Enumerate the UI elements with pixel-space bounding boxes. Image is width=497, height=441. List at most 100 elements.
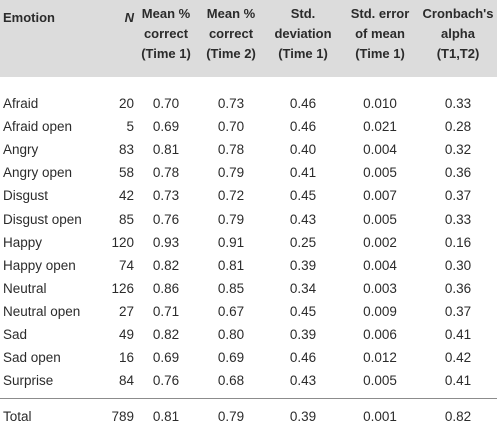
std-err-cell: 0.007	[363, 188, 397, 204]
table-row: Neutral open 27 0.71 0.67 0.45 0.009 0.37	[0, 300, 497, 323]
alpha-cell: 0.36	[444, 280, 472, 296]
std-err-cell: 0.005	[363, 211, 397, 227]
std-dev-cell: 0.25	[289, 234, 317, 250]
total-alpha-cell: 0.82	[444, 409, 472, 424]
emotion-cell: Disgust open	[3, 211, 82, 227]
emotion-cell: Neutral	[3, 280, 47, 296]
alpha-cell: 0.37	[444, 188, 472, 204]
alpha-cell: 0.41	[444, 373, 472, 389]
emotion-cell: Happy	[3, 234, 43, 250]
std-dev-cell: 0.43	[289, 211, 317, 227]
std-err-cell: 0.002	[363, 234, 397, 250]
header-mean-t1: Mean % correct (Time 1)	[133, 4, 199, 64]
header-n: N	[88, 8, 134, 28]
mean-t1-cell: 0.71	[152, 303, 180, 319]
n-cell: 42	[118, 188, 134, 204]
std-err-cell: 0.021	[363, 119, 397, 135]
table-row: Happy 120 0.93 0.91 0.25 0.002 0.16	[0, 231, 497, 254]
mean-t2-cell: 0.67	[217, 303, 245, 319]
mean-t1-cell: 0.78	[152, 165, 180, 181]
total-mean-t1-cell: 0.81	[152, 409, 180, 424]
std-err-cell: 0.005	[363, 373, 397, 389]
table-row: Surprise 84 0.76 0.68 0.43 0.005 0.41	[0, 369, 497, 392]
std-err-cell: 0.010	[363, 96, 397, 111]
header-alpha-line2: alpha	[441, 26, 475, 41]
std-err-cell: 0.006	[363, 327, 397, 342]
std-dev-cell: 0.40	[289, 142, 317, 158]
header-std-dev: Std. deviation (Time 1)	[265, 4, 341, 64]
header-std-err-line1: Std. error	[350, 6, 410, 21]
mean-t1-cell: 0.70	[152, 96, 180, 111]
mean-t1-cell: 0.82	[152, 257, 180, 273]
n-cell: 58	[118, 165, 134, 181]
header-mean-t2: Mean % correct (Time 2)	[198, 4, 264, 64]
std-err-cell: 0.003	[363, 280, 397, 296]
header-std-dev-line3: (Time 1)	[278, 46, 328, 61]
n-cell: 126	[111, 280, 134, 296]
header-mean-t1-line1: Mean %	[141, 6, 191, 21]
total-mean-t2-cell: 0.79	[217, 409, 245, 424]
header-mean-t2-line3: (Time 2)	[206, 46, 256, 61]
emotion-cell: Surprise	[3, 373, 54, 389]
header-alpha: Cronbach's alpha (T1,T2)	[418, 4, 497, 64]
total-divider	[0, 398, 497, 399]
total-std-dev-cell: 0.39	[289, 409, 317, 424]
header-emotion-text: Emotion	[3, 10, 55, 25]
n-cell: 74	[118, 257, 134, 273]
emotion-cell: Happy open	[3, 257, 76, 273]
alpha-cell: 0.33	[444, 211, 472, 227]
mean-t2-cell: 0.81	[217, 257, 245, 273]
n-cell: 49	[118, 327, 134, 342]
header-n-text: N	[124, 10, 134, 25]
emotion-cell: Angry	[3, 142, 39, 158]
emotion-cell: Sad	[3, 327, 28, 342]
n-cell: 83	[118, 142, 134, 158]
header-std-err: Std. error of mean (Time 1)	[340, 4, 420, 64]
n-cell: 5	[126, 119, 134, 135]
std-dev-cell: 0.39	[289, 327, 317, 342]
alpha-cell: 0.37	[444, 303, 472, 319]
header-std-dev-line1: Std.	[290, 6, 316, 21]
std-dev-cell: 0.46	[289, 96, 317, 111]
mean-t1-cell: 0.73	[152, 188, 180, 204]
emotion-cell: Angry open	[3, 165, 73, 181]
std-err-cell: 0.005	[363, 165, 397, 181]
mean-t2-cell: 0.79	[217, 165, 245, 181]
emotion-cell: Sad open	[3, 350, 61, 366]
std-err-cell: 0.004	[363, 142, 397, 158]
emotion-cell: Neutral open	[3, 303, 81, 319]
table-row: Sad 49 0.82 0.80 0.39 0.006 0.41	[0, 323, 497, 346]
mean-t1-cell: 0.93	[152, 234, 180, 250]
table-row: Sad open 16 0.69 0.69 0.46 0.012 0.42	[0, 346, 497, 369]
mean-t1-cell: 0.76	[152, 373, 180, 389]
header-mean-t2-line1: Mean %	[206, 6, 256, 21]
emotion-cell: Afraid	[3, 96, 39, 111]
mean-t1-cell: 0.81	[152, 142, 180, 158]
header-alpha-line1: Cronbach's	[422, 6, 494, 21]
mean-t1-cell: 0.86	[152, 280, 180, 296]
table-row: Angry 83 0.81 0.78 0.40 0.004 0.32	[0, 138, 497, 161]
emotion-cell: Afraid open	[3, 119, 73, 135]
mean-t1-cell: 0.69	[152, 350, 180, 366]
table-row: Neutral 126 0.86 0.85 0.34 0.003 0.36	[0, 277, 497, 300]
header-std-err-line2: of mean	[355, 26, 405, 41]
header-mean-t1-line3: (Time 1)	[141, 46, 191, 61]
alpha-cell: 0.28	[444, 119, 472, 135]
n-cell: 27	[118, 303, 134, 319]
mean-t2-cell: 0.85	[217, 280, 245, 296]
table-row: Angry open 58 0.78 0.79 0.41 0.005 0.36	[0, 161, 497, 184]
alpha-cell: 0.41	[444, 327, 472, 342]
header-mean-t2-line2: correct	[208, 26, 254, 41]
std-dev-cell: 0.39	[289, 257, 317, 273]
mean-t2-cell: 0.79	[217, 211, 245, 227]
alpha-cell: 0.16	[444, 234, 472, 250]
n-cell: 85	[118, 211, 134, 227]
mean-t2-cell: 0.69	[217, 350, 245, 366]
std-dev-cell: 0.43	[289, 373, 317, 389]
mean-t1-cell: 0.82	[152, 327, 180, 342]
total-emotion-cell: Total	[3, 409, 32, 424]
mean-t1-cell: 0.76	[152, 211, 180, 227]
header-alpha-line3: (T1,T2)	[436, 46, 480, 61]
mean-t2-cell: 0.78	[217, 142, 245, 158]
